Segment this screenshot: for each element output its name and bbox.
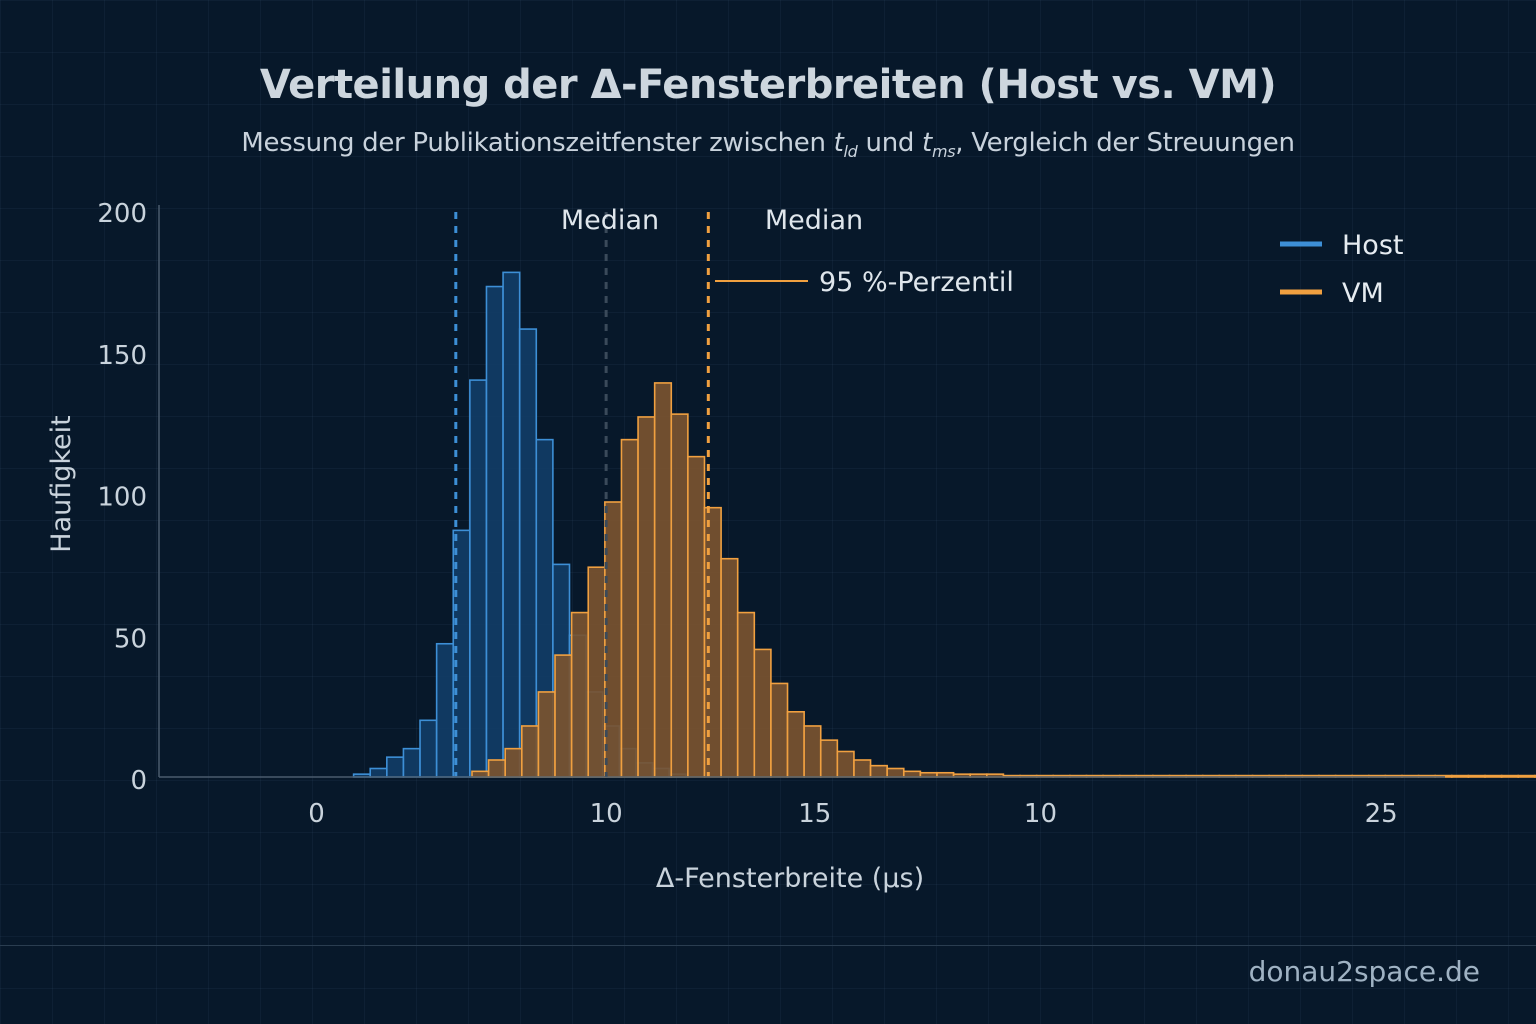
host-bar [386,756,405,778]
vm-bar [1500,774,1520,778]
vm-bar [537,691,556,778]
subtitle-post: , Vergleich der Streuungen [955,128,1295,158]
vm-bar [803,725,822,778]
vm-bar [521,725,540,778]
x-tick-label: 25 [1365,799,1398,829]
x-axis-label: Δ-Fensterbreite (µs) [656,863,924,894]
y-tick-label: 0 [130,766,147,796]
x-tick-label: 0 [308,799,325,829]
vm-bars [471,382,1536,778]
subtitle-mid: und [857,128,923,158]
vm-bar [886,767,905,778]
subtitle-t1: t [833,128,844,158]
x-tick-label: 10 [1024,799,1057,829]
vm-bar [819,739,839,778]
x-tick-label: 15 [798,799,831,829]
host-bar [435,642,455,778]
subtitle-pre: Messung der Publikationszeitfenster zwis… [241,128,834,158]
y-axis-label: Haufigkeit [46,415,77,552]
chart-title: Verteilung der Δ-Fensterbreiten (Host vs… [259,62,1277,108]
host-bar [402,747,421,778]
subtitle-sub1: ld [843,142,858,162]
vm-bar [587,566,606,778]
vm-bar [554,654,573,778]
host-bar [502,271,521,778]
vm-bar [736,611,756,778]
host-bar [518,328,538,778]
vm-bar [504,747,523,778]
vm-bar [670,413,689,778]
vm-bar [853,759,872,778]
vm-bar [687,455,706,778]
subtitle-t2: t [922,128,932,158]
footer-divider [0,945,1536,946]
vm-bar [1534,774,1536,778]
vm-bar [1467,774,1486,778]
y-tick-label: 100 [97,483,147,513]
host-bar [485,285,504,778]
footer-brand: donau2space.de [1248,955,1480,988]
vm-bar [1451,774,1470,778]
legend: Host VM [1280,230,1403,309]
y-tick-label: 200 [97,199,147,229]
vm-bar [1484,774,1503,778]
host-bar [469,379,488,778]
vm-bar [869,764,888,778]
vm-bar [753,648,772,778]
subtitle-sub2: ms [931,142,956,162]
vm-bar [902,770,922,778]
vm-bar [786,710,805,778]
host-bar [419,719,438,778]
y-tick-label: 150 [97,341,147,371]
vm-bar [1517,774,1536,778]
legend-host-label: Host [1342,230,1403,261]
y-tick-label: 50 [114,624,147,654]
vm-bar [720,557,739,778]
legend-vm-label: VM [1342,278,1384,309]
vm-bar [770,682,789,778]
vm-bar [620,438,639,778]
vm-bar [487,759,506,778]
vm-bar [653,382,673,778]
x-tick-label: 10 [590,799,623,829]
vm-bar [570,611,590,778]
vm-bar [836,750,855,778]
host-median-label: Median [561,205,659,236]
percentile-label: 95 %-Perzentil [819,267,1014,298]
vm-median-label: Median [765,205,863,236]
reference-lines [454,212,710,777]
y-ticks: 0 50 100 150 200 [97,199,147,796]
host-bar [369,767,388,778]
x-ticks: 0 10 15 10 25 [308,799,1397,829]
chart-subtitle: Messung der Publikationszeitfenster zwis… [0,128,1536,161]
vm-bar [471,770,490,778]
vm-bar [637,416,656,778]
